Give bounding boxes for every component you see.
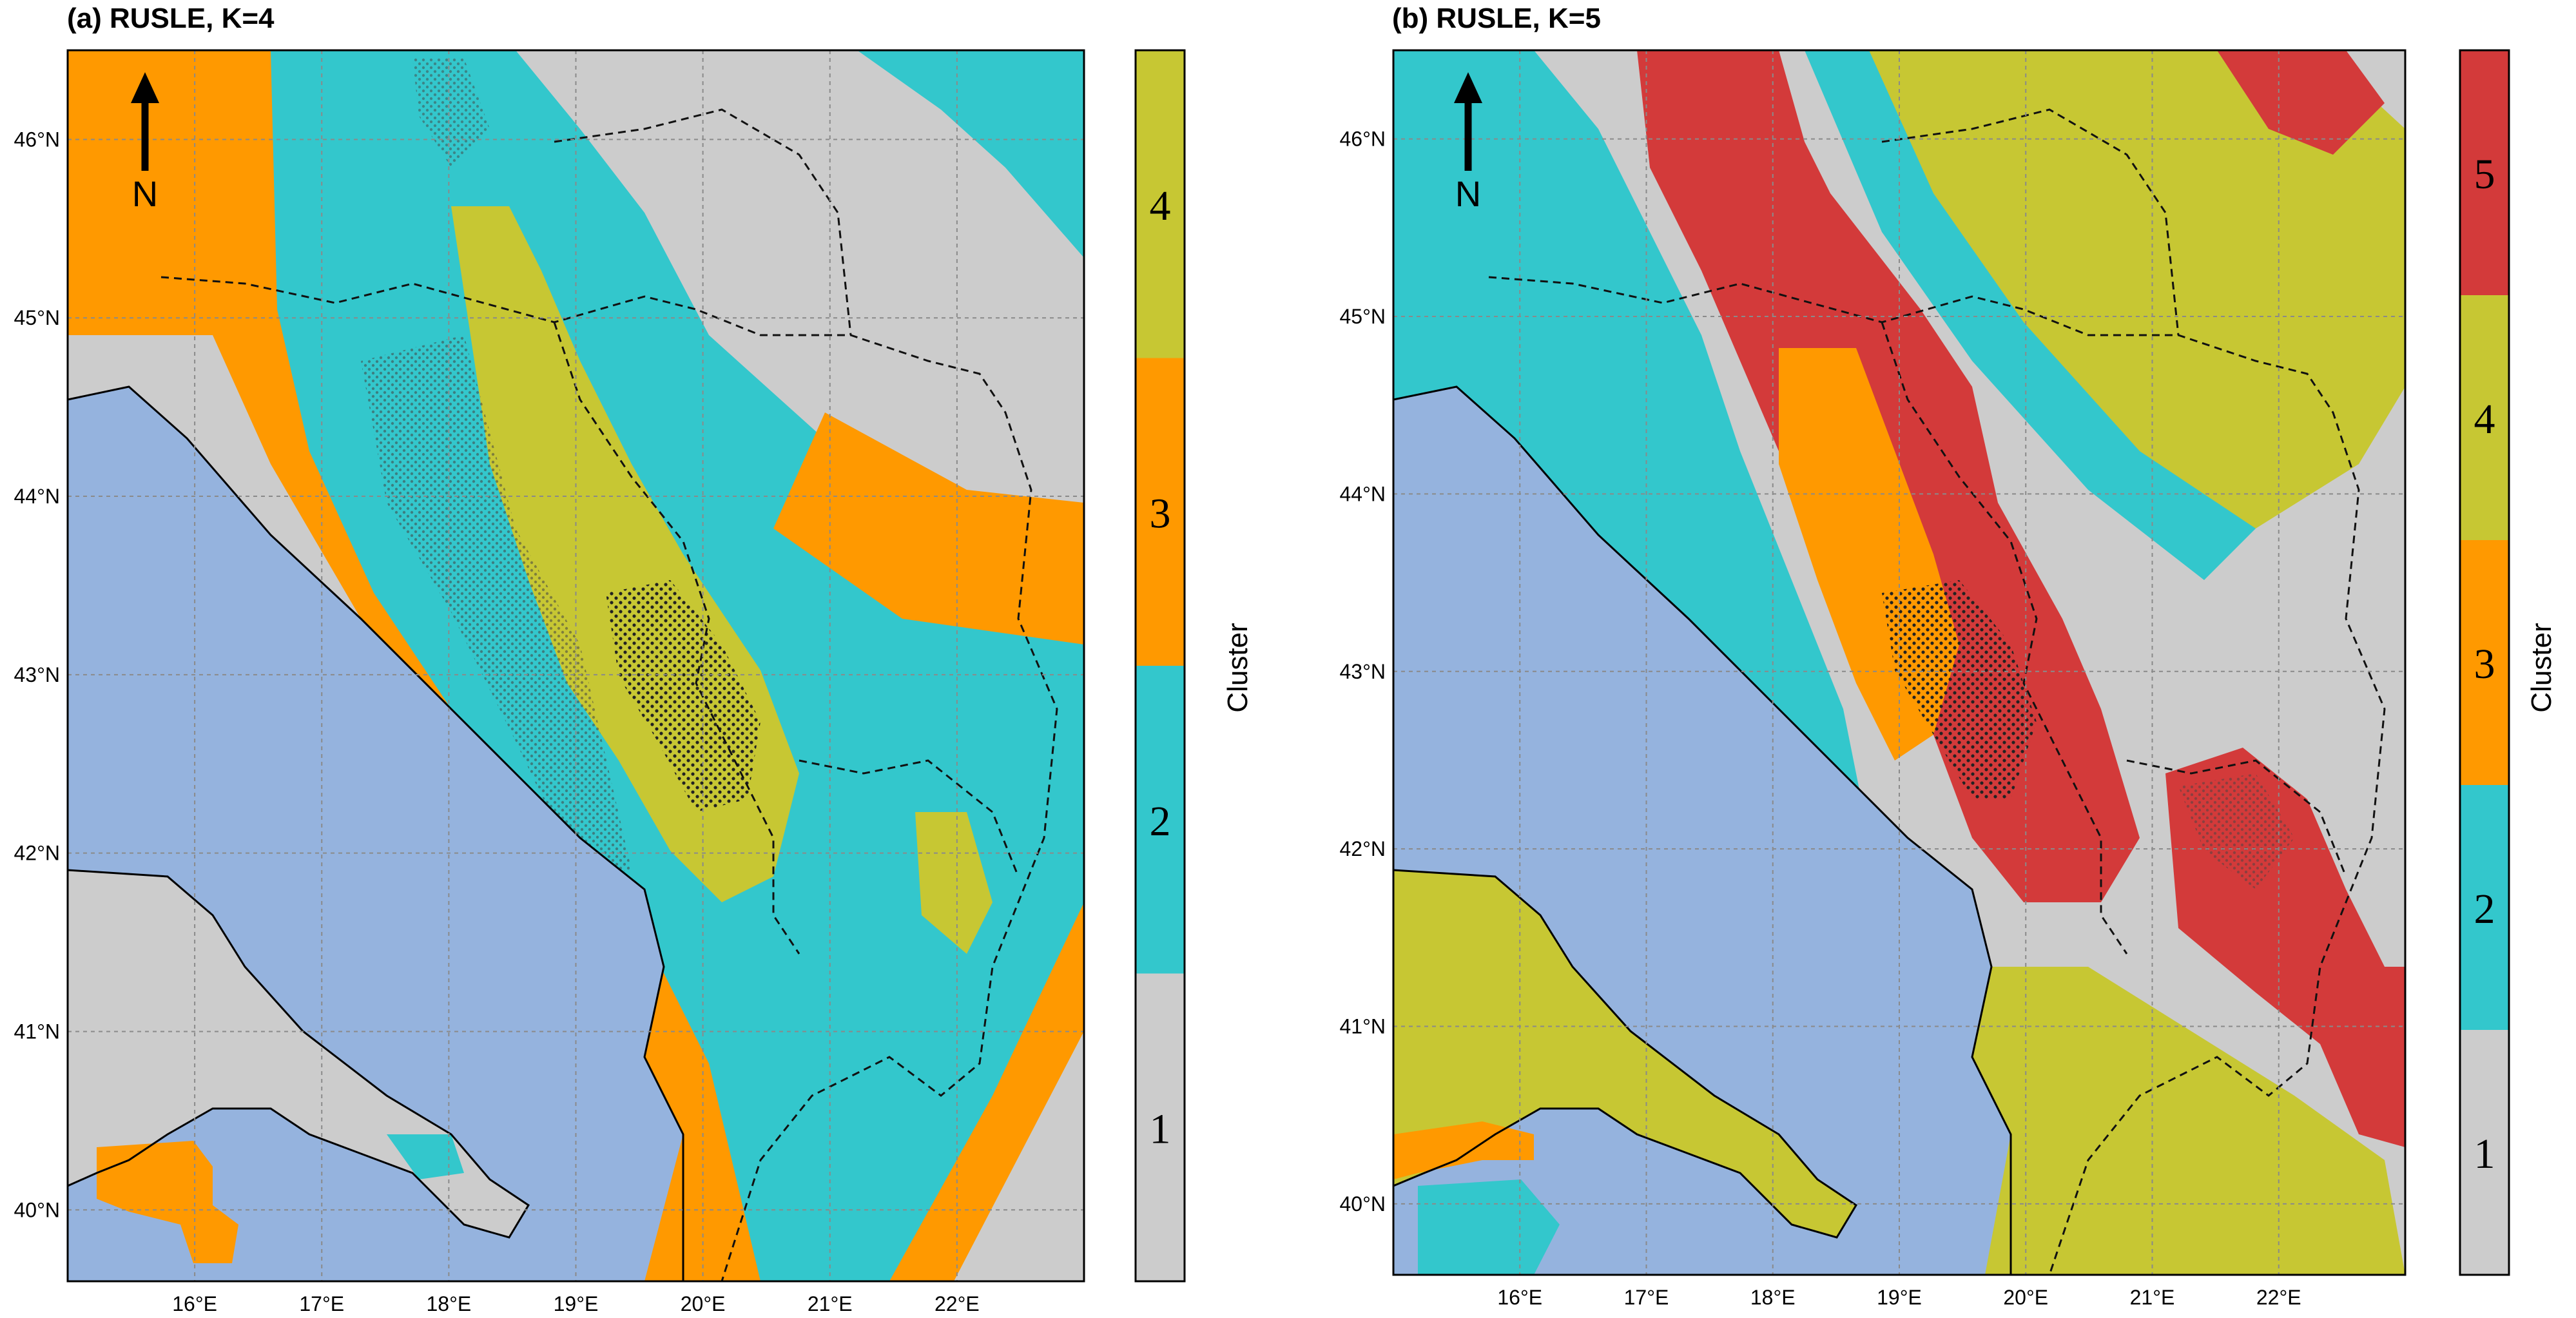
map-b-border-outer	[1488, 276, 2386, 1275]
panel-b-colorbar: 1 2 3 4 5	[2459, 49, 2510, 1276]
map-b-significance-stipple-east	[2178, 773, 2294, 889]
lon-tick-label: 21°E	[808, 1292, 853, 1315]
lat-tick-label: 46°N	[14, 128, 61, 151]
map-b-cluster-2-area-ne	[1805, 50, 2256, 580]
lat-tick-label: 44°N	[1340, 482, 1386, 505]
colorbar-label-5: 5	[2474, 151, 2495, 198]
lon-tick-label: 22°E	[935, 1292, 980, 1315]
colorbar-segment-4	[1136, 50, 1185, 358]
map-a-italy-cluster-3	[97, 1141, 238, 1263]
map-a-cluster-4-area-south	[915, 812, 993, 954]
map-a-cluster-1-area-ne	[541, 50, 1084, 503]
colorbar-frame	[1134, 49, 1186, 1283]
colorbar-segment-4	[2460, 295, 2509, 540]
colorbar-segment-1	[1136, 973, 1185, 1281]
map-b-border-east	[2126, 759, 2347, 877]
map-a-border-outer	[160, 276, 1058, 1281]
colorbar-segment-3	[1136, 358, 1185, 666]
map-b-italy-cluster-3	[1393, 1121, 1534, 1179]
map-b-italy-land	[1393, 870, 1856, 1237]
colorbar-label-3: 3	[1150, 490, 1171, 537]
lon-tick-label: 21°E	[2130, 1286, 2175, 1309]
panel-b-frame	[1392, 49, 2407, 1276]
colorbar-label-1: 1	[1150, 1105, 1171, 1152]
panel-a-title: (a) RUSLE, K=4	[67, 3, 275, 34]
lon-tick-label: 17°E	[1624, 1286, 1669, 1309]
map-b-cluster-4-area-south	[1946, 967, 2405, 1275]
lat-tick-label: 42°N	[14, 842, 61, 865]
lon-tick-label: 20°E	[2003, 1286, 2048, 1309]
colorbar-label-3: 3	[2474, 641, 2495, 688]
lat-tick-label: 43°N	[14, 663, 61, 686]
north-arrow-icon	[131, 72, 159, 171]
map-a-significance-stipple-north	[412, 58, 490, 168]
panel-b-gridlines	[1393, 50, 2405, 1275]
north-arrow-icon	[1454, 72, 1482, 171]
lat-tick-label: 40°N	[14, 1198, 61, 1221]
map-a-coastline	[68, 385, 684, 1281]
colorbar-label-4: 4	[2474, 396, 2495, 443]
lat-tick-label: 46°N	[1340, 128, 1386, 151]
panel-b-lon-ticks: 16°E 17°E 18°E 19°E 20°E 21°E 22°E	[1497, 1286, 2301, 1309]
map-a-border-east	[799, 759, 1020, 877]
map-a-italy-cluster-2	[387, 1134, 464, 1179]
map-b-cluster-5-area-ne	[2217, 50, 2385, 155]
lon-tick-label: 22°E	[2256, 1286, 2301, 1309]
lat-tick-label: 41°N	[1340, 1014, 1386, 1038]
lat-tick-label: 43°N	[1340, 660, 1386, 683]
panel-a-map	[68, 50, 1084, 1281]
lat-tick-label: 44°N	[14, 485, 61, 508]
panel-a-lat-ticks: 40°N 41°N 42°N 43°N 44°N 45°N 46°N	[14, 128, 61, 1221]
map-b-cluster-2-area-west	[1393, 50, 1869, 838]
north-arrow-label: N	[132, 173, 158, 214]
colorbar-segment-3	[2460, 540, 2509, 785]
map-a-significance-stipple	[606, 580, 760, 812]
lat-tick-label: 40°N	[1340, 1192, 1386, 1216]
colorbar-segment-2	[2460, 785, 2509, 1030]
colorbar-label-2: 2	[2474, 886, 2495, 933]
lon-tick-label: 16°E	[1497, 1286, 1542, 1309]
map-a-cluster-2-area-ne	[857, 50, 1084, 258]
panel-b-lat-ticks: 40°N 41°N 42°N 43°N 44°N 45°N 46°N	[1340, 128, 1386, 1216]
panel-a-lon-ticks: 16°E 17°E 18°E 19°E 20°E 21°E 22°E	[172, 1292, 979, 1315]
colorbar-label-1: 1	[2474, 1130, 2495, 1177]
lat-tick-label: 42°N	[1340, 837, 1386, 860]
panel-b-figure: 16°E 17°E 18°E 19°E 20°E 21°E 22°E 40°N 41°N 42°…	[1340, 49, 2557, 1309]
map-b-border-north	[1881, 108, 2180, 336]
panel-a-colorbar: 1 2 3 4	[1134, 49, 1186, 1283]
map-b-coastline	[1393, 385, 2012, 1275]
map-b-italy-cluster-2	[1418, 1179, 1560, 1275]
lon-tick-label: 16°E	[172, 1292, 217, 1315]
colorbar-label-2: 2	[1150, 798, 1171, 845]
lon-tick-label: 19°E	[554, 1292, 599, 1315]
lon-tick-label: 20°E	[681, 1292, 726, 1315]
colorbar-segment-1	[2460, 1030, 2509, 1275]
map-a-cluster-3-area-ne	[773, 412, 1084, 644]
map-b-italy-coastline	[1393, 869, 1858, 1239]
lon-tick-label: 18°E	[1750, 1286, 1796, 1309]
colorbar-segment-2	[1136, 666, 1185, 974]
colorbar-label-4: 4	[1150, 182, 1171, 229]
panel-b-map	[1393, 50, 2405, 1275]
colorbar-frame	[2459, 49, 2510, 1276]
lat-tick-label: 45°N	[1340, 305, 1386, 328]
map-a-significance-stipple-light	[361, 335, 632, 877]
lon-tick-label: 19°E	[1877, 1286, 1922, 1309]
panel-a-frame	[66, 49, 1085, 1283]
panel-a-figure: 16°E 17°E 18°E 19°E 20°E 21°E 22°E 40°N 41°N 42°…	[14, 49, 1254, 1315]
lon-tick-label: 18°E	[427, 1292, 472, 1315]
panel-b-colorbar-label: Cluster	[2526, 623, 2557, 712]
lon-tick-label: 17°E	[299, 1292, 344, 1315]
map-b-cluster-4-area-ne	[1856, 50, 2405, 528]
colorbar-segment-5	[2460, 50, 2509, 295]
lat-tick-label: 45°N	[14, 306, 61, 329]
north-arrow-label: N	[1455, 173, 1481, 214]
panel-b-title: (b) RUSLE, K=5	[1392, 3, 1601, 34]
map-a-border-north	[554, 108, 852, 336]
map-a-italy-coastline	[68, 869, 530, 1239]
lat-tick-label: 41°N	[14, 1020, 61, 1043]
map-b-significance-stipple	[1882, 580, 2037, 799]
panel-a-colorbar-label: Cluster	[1222, 623, 1254, 712]
